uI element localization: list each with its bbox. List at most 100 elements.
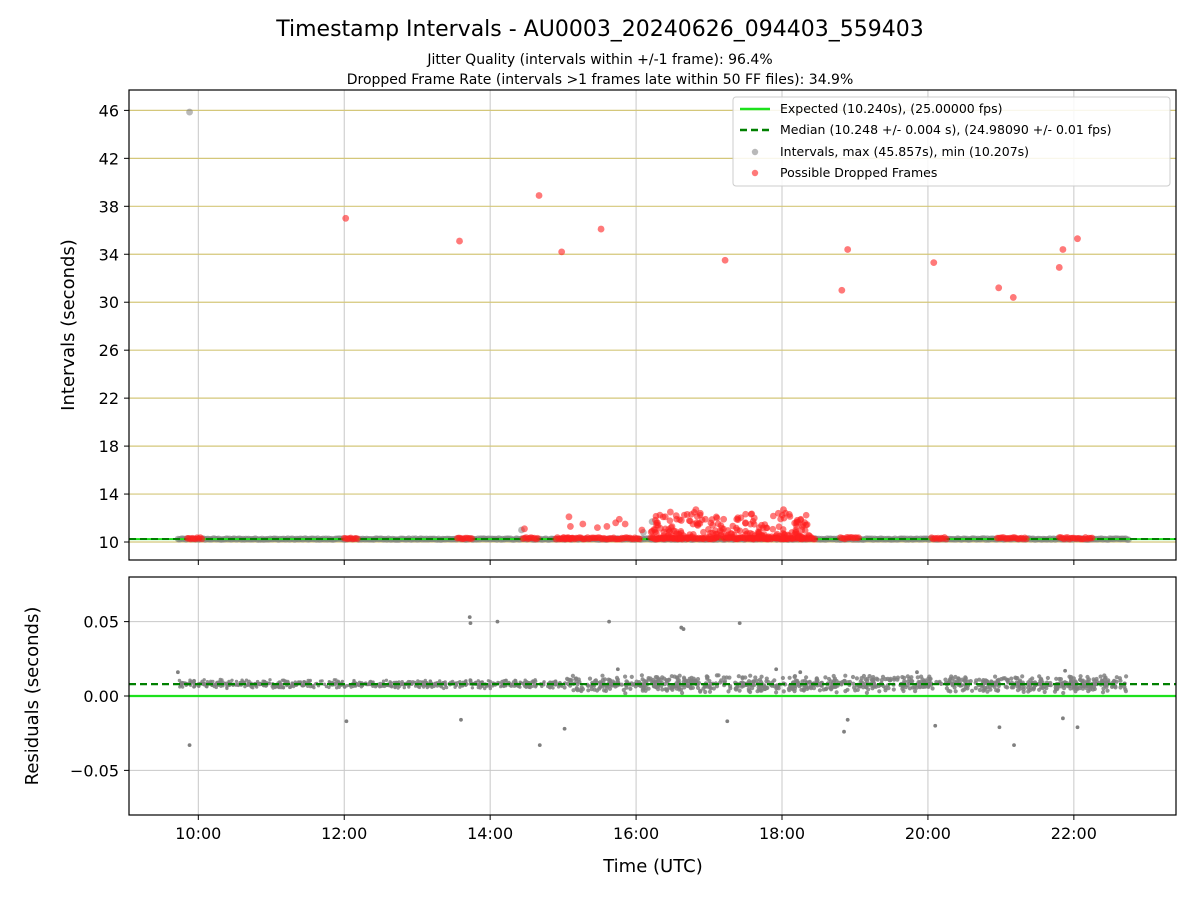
residual-point xyxy=(1090,687,1096,692)
residual-point xyxy=(533,685,538,689)
residual-point xyxy=(1042,689,1047,695)
residual-point xyxy=(1028,688,1033,693)
residual-point xyxy=(943,677,948,682)
residual-point xyxy=(701,686,706,691)
residual-point xyxy=(1098,674,1103,679)
residual-point xyxy=(417,685,422,690)
dropped-frame-point xyxy=(844,246,852,253)
residual-point xyxy=(787,675,792,680)
residual-point xyxy=(629,674,634,680)
x-tick-label: 22:00 xyxy=(1051,824,1097,843)
interval-point xyxy=(186,108,193,116)
legend-box xyxy=(732,96,1171,187)
residual-point xyxy=(225,686,229,691)
dropped-frame-point xyxy=(709,521,717,529)
dropped-frame-point xyxy=(683,511,691,518)
residual-point xyxy=(621,687,626,693)
dropped-frame-point xyxy=(774,509,782,517)
residual-point xyxy=(406,679,411,684)
residual-point xyxy=(687,676,692,681)
residual-point xyxy=(907,686,913,691)
residual-point xyxy=(871,675,876,680)
dropped-frame-point xyxy=(748,534,756,542)
residual-point xyxy=(902,675,907,680)
residual-point xyxy=(664,678,669,683)
residual-point xyxy=(345,684,349,688)
residual-point xyxy=(282,678,286,682)
x-tick-label: 12:00 xyxy=(321,824,367,843)
residual-point xyxy=(562,685,567,690)
residual-point xyxy=(623,674,628,679)
dropped-frame-point xyxy=(690,531,697,538)
residual-point xyxy=(279,685,283,690)
residual-point xyxy=(1071,686,1076,691)
residual-point xyxy=(1063,668,1067,673)
residual-point xyxy=(639,673,645,678)
dropped-frame-point xyxy=(720,515,728,523)
residual-point xyxy=(268,678,272,682)
residual-point xyxy=(664,688,670,693)
residual-point xyxy=(378,685,382,689)
residual-point xyxy=(444,685,449,690)
residual-point xyxy=(459,717,463,722)
residual-point xyxy=(1099,678,1104,683)
residual-point xyxy=(923,684,928,689)
residual-point xyxy=(598,685,603,690)
dropped-frame-point xyxy=(198,535,206,543)
residual-point xyxy=(993,674,998,679)
residual-point xyxy=(271,686,275,690)
residual-point xyxy=(1075,725,1080,730)
legend-expected-label: Expected (10.240s), (25.00000 fps) xyxy=(780,101,1002,116)
residual-point xyxy=(483,686,487,691)
residual-point xyxy=(793,678,798,683)
residual-point xyxy=(470,686,475,690)
residual-point xyxy=(566,677,571,682)
residual-point xyxy=(741,681,746,686)
dropped-frame-point xyxy=(747,520,754,528)
dropped-frame-point xyxy=(995,284,1003,292)
residual-point xyxy=(851,681,856,686)
residual-point xyxy=(332,678,337,682)
residual-point xyxy=(368,682,372,687)
dropped-frame-point xyxy=(733,515,741,523)
residual-point xyxy=(775,684,780,689)
residual-point xyxy=(765,685,770,691)
residual-point xyxy=(780,675,786,681)
residual-point xyxy=(798,670,803,675)
legend-dropped-label: Possible Dropped Frames xyxy=(780,165,937,180)
residual-point xyxy=(821,687,826,692)
residual-point xyxy=(1037,687,1042,692)
dropped-frame-point xyxy=(759,535,767,542)
residual-point xyxy=(719,678,724,683)
dropped-frame-point xyxy=(807,534,815,542)
dropped-frame-point xyxy=(666,517,674,524)
residual-point xyxy=(748,673,753,678)
dropped-frame-point xyxy=(354,535,361,542)
residual-point xyxy=(985,689,990,694)
dropped-frame-point xyxy=(468,535,476,542)
residual-point xyxy=(1088,687,1093,692)
residual-point xyxy=(378,681,382,686)
residual-point xyxy=(327,680,331,684)
residual-point xyxy=(905,683,910,688)
residual-point xyxy=(677,673,682,678)
residual-point xyxy=(870,686,875,691)
residual-point xyxy=(586,683,591,689)
dropped-frame-point xyxy=(594,524,601,532)
residual-point xyxy=(845,717,850,722)
dropped-frame-point xyxy=(1055,264,1063,271)
residual-point xyxy=(257,682,261,687)
dropped-frame-point xyxy=(661,513,669,521)
residual-point xyxy=(396,686,400,690)
dropped-frame-point xyxy=(708,516,716,523)
residual-point xyxy=(569,678,574,683)
residual-point xyxy=(792,674,798,679)
dropped-frame-point xyxy=(649,534,657,542)
residual-point xyxy=(722,679,728,684)
dropped-frame-point xyxy=(855,534,862,541)
plot-frame xyxy=(128,89,1177,561)
residual-point xyxy=(1012,743,1016,747)
residual-point xyxy=(547,685,551,689)
residual-point xyxy=(930,686,935,691)
